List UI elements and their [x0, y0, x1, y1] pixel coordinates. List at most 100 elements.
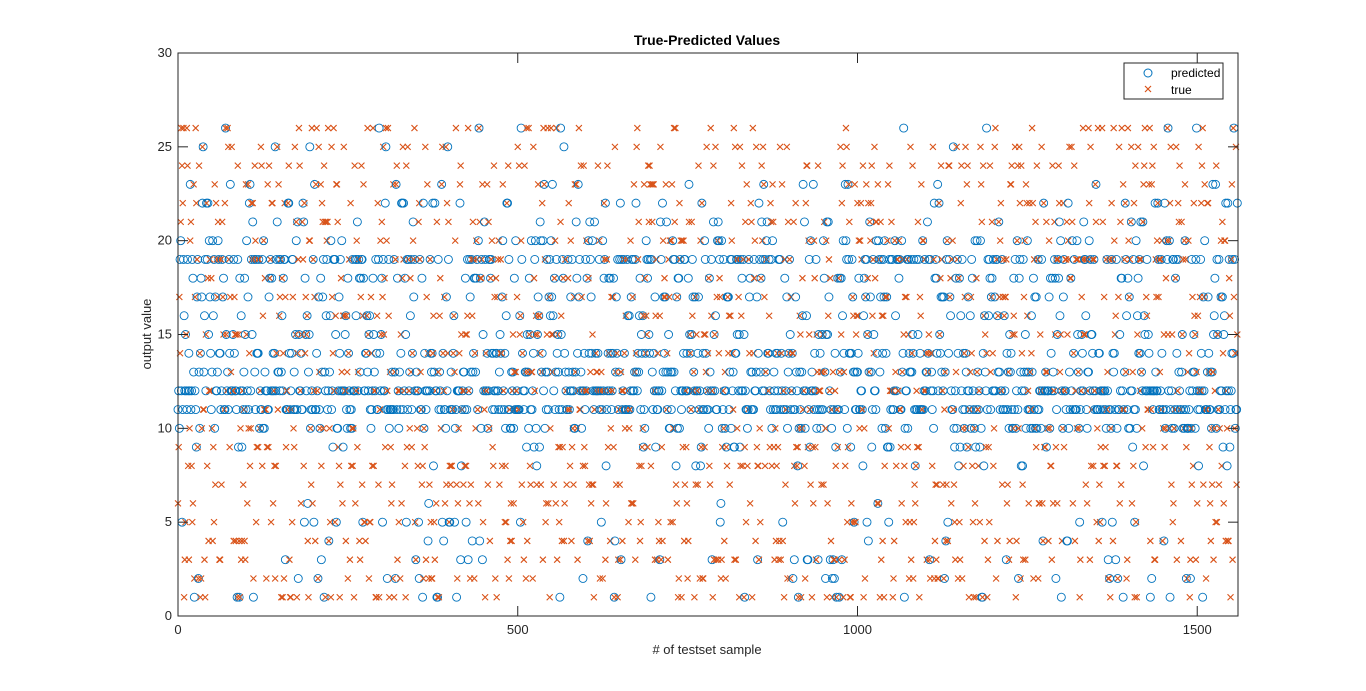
predicted-point: [629, 386, 639, 396]
true-point: [512, 387, 520, 395]
true-point: [345, 256, 353, 263]
true-point: [1023, 199, 1031, 207]
predicted-point: [944, 348, 953, 358]
predicted-point: [308, 254, 318, 264]
predicted-point: [293, 574, 303, 583]
predicted-point: [586, 292, 596, 302]
true-point: [907, 556, 915, 564]
predicted-point: [1159, 536, 1169, 546]
true-point: [1002, 256, 1010, 263]
true-point: [900, 462, 908, 470]
predicted-point: [450, 517, 460, 527]
true-point: [553, 556, 561, 564]
predicted-point: [1003, 405, 1013, 415]
true-point: [931, 537, 939, 545]
predicted-point: [208, 236, 218, 246]
predicted-point: [314, 292, 324, 302]
predicted-point: [995, 405, 1005, 415]
true-point: [999, 293, 1007, 301]
true-point: [863, 331, 871, 338]
true-point: [469, 218, 477, 226]
x-tick-label: 1500: [1183, 622, 1212, 637]
predicted-point: [1060, 386, 1070, 396]
true-point: [952, 368, 960, 376]
predicted-point: [1107, 254, 1117, 264]
predicted-point: [388, 405, 398, 415]
true-point: [241, 556, 249, 564]
predicted-point: [413, 386, 423, 396]
predicted-point: [714, 236, 724, 246]
true-point: [871, 274, 879, 282]
true-point: [330, 124, 337, 132]
predicted-point: [749, 254, 759, 264]
true-point: [850, 518, 858, 526]
predicted-point: [611, 367, 621, 377]
predicted-point: [262, 386, 272, 396]
true-point: [501, 518, 509, 526]
predicted-point: [1089, 254, 1099, 264]
predicted-point: [793, 592, 803, 602]
true-point: [675, 575, 683, 582]
true-point: [800, 387, 808, 395]
predicted-point: [247, 330, 257, 339]
predicted-point: [663, 367, 673, 377]
true-point: [421, 443, 429, 451]
predicted-point: [826, 405, 836, 415]
predicted-point: [675, 423, 684, 433]
true-point: [334, 218, 342, 226]
predicted-point: [284, 198, 294, 208]
true-point: [271, 462, 278, 470]
predicted-point: [708, 217, 718, 227]
true-point: [280, 575, 288, 582]
true-point: [474, 406, 482, 413]
true-point: [911, 481, 918, 489]
predicted-point: [603, 348, 613, 358]
predicted-point: [1153, 198, 1163, 208]
true-point: [1052, 443, 1060, 451]
true-point: [636, 537, 644, 545]
true-point: [375, 593, 383, 601]
true-point: [466, 500, 473, 507]
predicted-point: [552, 348, 562, 358]
true-point: [724, 293, 732, 301]
true-point: [381, 274, 388, 282]
predicted-point: [718, 405, 728, 415]
true-point: [307, 481, 315, 489]
predicted-point: [241, 405, 251, 415]
true-point: [549, 368, 556, 376]
true-point: [240, 406, 248, 413]
true-point: [335, 462, 343, 470]
true-point: [389, 575, 397, 582]
true-point: [1095, 537, 1103, 545]
true-point: [782, 406, 790, 413]
true-point: [827, 537, 835, 545]
true-point: [282, 443, 290, 451]
true-point: [1006, 537, 1014, 545]
true-point: [695, 406, 703, 413]
true-point: [471, 349, 479, 357]
predicted-point: [920, 386, 930, 396]
predicted-point: [1221, 198, 1231, 208]
true-point: [808, 593, 816, 601]
predicted-point: [757, 386, 767, 396]
predicted-point: [490, 405, 500, 415]
predicted-point: [950, 442, 960, 452]
predicted-point: [787, 348, 797, 358]
predicted-point: [800, 423, 810, 433]
predicted-point: [949, 423, 959, 433]
true-point: [532, 331, 539, 338]
true-point: [980, 312, 988, 320]
predicted-point: [466, 367, 476, 377]
predicted-point: [867, 442, 877, 452]
predicted-point: [311, 405, 321, 415]
predicted-point: [375, 348, 385, 358]
true-point: [602, 500, 610, 507]
true-point: [290, 443, 298, 451]
true-point: [408, 443, 416, 451]
true-point: [759, 143, 767, 151]
predicted-point: [804, 254, 814, 264]
true-point: [499, 180, 507, 188]
true-point: [928, 462, 936, 470]
predicted-point: [1187, 254, 1197, 264]
predicted-point: [662, 217, 672, 227]
